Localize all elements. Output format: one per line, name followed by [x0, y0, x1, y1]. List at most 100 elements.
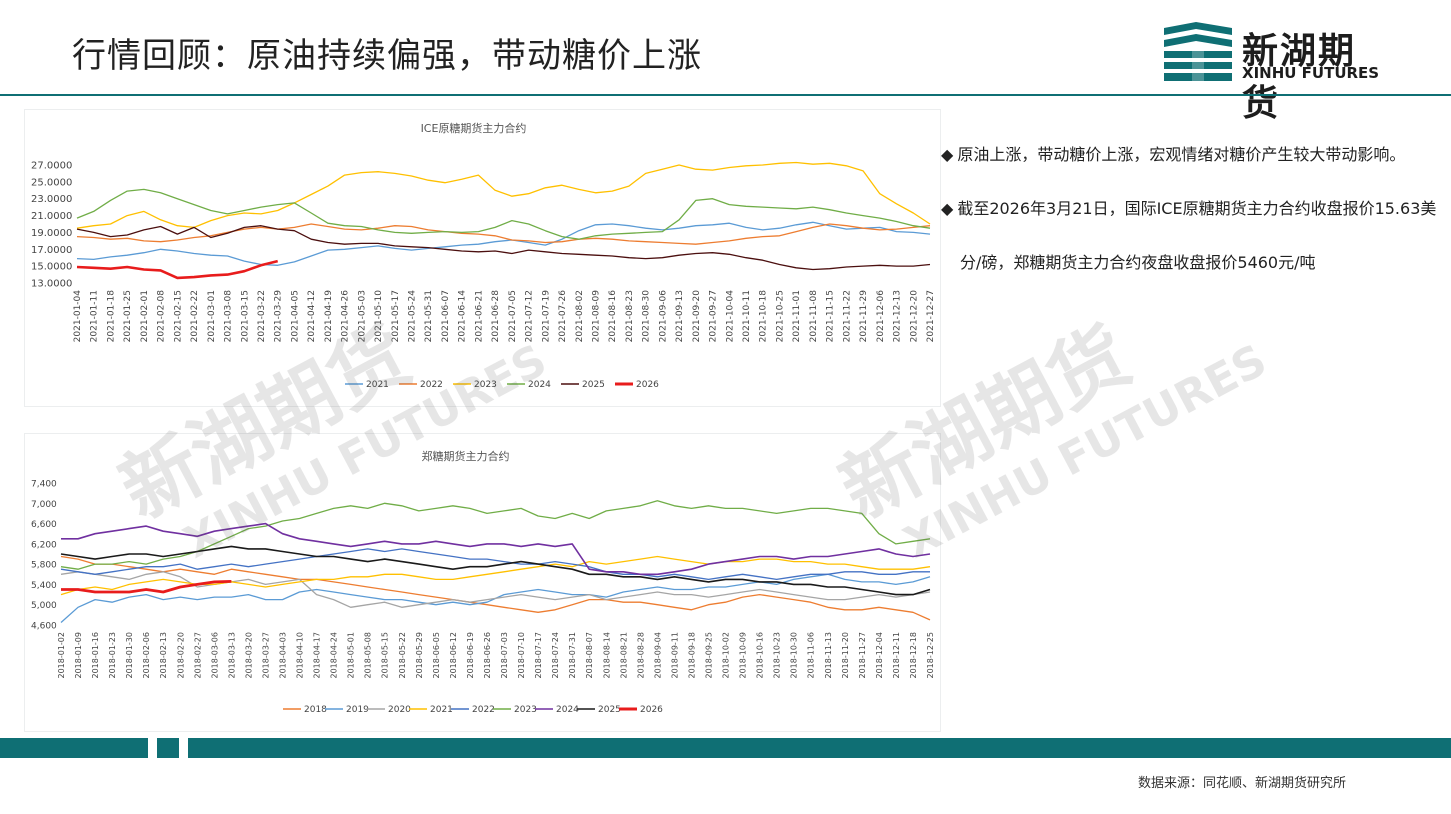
x-tick-label: 2021-01-04: [73, 290, 83, 343]
x-tick-label: 2018-08-21: [619, 632, 628, 679]
y-tick-label: 4,600: [31, 622, 57, 632]
x-tick-label: 2018-06-05: [432, 632, 441, 679]
x-tick-label: 2018-02-06: [142, 632, 151, 679]
x-tick-label: 2018-06-19: [466, 632, 475, 679]
x-tick-label: 2018-04-10: [296, 632, 305, 679]
chart-title: 郑糖期货主力合约: [422, 449, 510, 463]
x-tick-label: 2021-03-15: [240, 290, 250, 342]
commentary: ◆ 原油上涨，带动糖价上涨，宏观情绪对糖价产生较大带动影响。 ◆ 截至2026年3月…: [941, 128, 1441, 290]
header-divider: [0, 94, 1451, 96]
x-tick-label: 2018-11-20: [841, 632, 850, 679]
x-tick-label: 2018-07-10: [517, 632, 526, 679]
x-tick-label: 2018-08-07: [585, 632, 594, 679]
series-line-2023: [76, 161, 931, 229]
x-tick-label: 2018-11-13: [824, 632, 833, 679]
x-tick-label: 2018-02-13: [159, 632, 168, 679]
series-line-2022: [76, 223, 931, 245]
series-line-2026: [61, 580, 232, 594]
x-tick-label: 2018-12-25: [926, 632, 935, 679]
x-tick-label: 2021-07-26: [558, 290, 568, 343]
y-tick-label: 21.0000: [31, 211, 72, 222]
data-source: 数据来源：同花顺、新湖期货研究所: [1138, 776, 1347, 791]
x-tick-label: 2021-10-04: [725, 290, 735, 343]
legend-label: 2023: [474, 380, 497, 390]
x-tick-label: 2021-12-20: [909, 290, 919, 343]
x-tick-label: 2021-06-28: [491, 290, 501, 343]
y-tick-label: 25.0000: [31, 177, 72, 188]
x-tick-label: 2021-01-25: [123, 290, 133, 342]
x-tick-label: 2018-09-18: [687, 632, 696, 679]
x-tick-label: 2021-12-06: [876, 290, 886, 343]
x-tick-label: 2018-06-26: [483, 632, 492, 679]
x-tick-label: 2018-05-01: [347, 632, 356, 679]
x-tick-label: 2018-05-22: [398, 632, 407, 679]
x-tick-label: 2021-02-01: [140, 290, 150, 342]
x-tick-label: 2021-10-25: [775, 290, 785, 342]
bullet-text: 截至2026年3月21日，国际ICE原糖期货主力合约收盘报价15.63美分/磅，…: [957, 199, 1437, 272]
zce-sugar-chart-panel: 郑糖期货主力合约 7,400 7,000 6,600 6,200 5,800 5,400 5,…: [24, 433, 941, 732]
x-tick-label: 2018-03-20: [244, 632, 253, 679]
x-tick-label: 2021-12-27: [926, 290, 936, 342]
page-title: 行情回顾：原油持续偏强，带动糖价上涨: [72, 36, 702, 76]
x-tick-label: 2021-10-11: [742, 290, 752, 342]
bullet-text: 原油上涨，带动糖价上涨，宏观情绪对糖价产生较大带动影响。: [957, 145, 1406, 164]
x-tick-label: 2018-09-11: [670, 632, 679, 679]
x-tick-label: 2021-07-05: [508, 290, 518, 342]
legend-label: 2022: [472, 705, 495, 715]
x-tick-label: 2018-06-12: [449, 632, 458, 679]
x-tick-label: 2021-11-22: [842, 290, 852, 342]
x-tick-label: 2018-05-08: [364, 632, 373, 679]
x-tick-label: 2018-02-27: [193, 632, 202, 679]
x-tick-label: 2021-05-31: [424, 290, 434, 342]
x-tick-label: 2018-01-23: [108, 632, 117, 679]
y-tick-label: 15.0000: [31, 262, 72, 273]
legend-label: 2022: [420, 380, 443, 390]
legend-label: 2021: [430, 705, 453, 715]
legend-label: 2021: [366, 380, 389, 390]
x-tick-label: 2018-11-27: [858, 632, 867, 679]
x-tick-label: 2021-04-12: [307, 290, 317, 342]
legend-label: 2025: [598, 705, 621, 715]
x-tick-label: 2018-07-03: [500, 632, 509, 679]
x-tick-label: 2021-04-19: [324, 290, 334, 343]
x-tick-label: 2021-11-01: [792, 290, 802, 342]
x-tick-label: 2018-09-25: [704, 632, 713, 679]
x-tick-label: 2021-11-29: [859, 290, 869, 343]
x-tick-label: 2018-12-04: [875, 632, 884, 679]
x-tick-label: 2018-05-15: [381, 632, 390, 679]
x-tick-label: 2018-10-23: [773, 632, 782, 679]
ice-sugar-chart: ICE原糖期货主力合约 27.0000 25.0000 23.0000 21.0000 1…: [31, 121, 936, 390]
x-tick-label: 2021-03-29: [274, 290, 284, 343]
x-tick-label: 2021-12-13: [893, 290, 903, 342]
series-line-2022: [60, 548, 930, 581]
y-tick-label: 13.0000: [31, 279, 72, 290]
series-line-2021: [76, 221, 931, 266]
series-line-2020: [60, 571, 931, 608]
x-tick-label: 2021-01-11: [90, 290, 100, 342]
x-tick-label: 2018-10-30: [790, 632, 799, 679]
y-tick-label: 6,200: [31, 540, 57, 550]
y-tick-label: 5,800: [31, 561, 57, 571]
x-tick-label: 2021-02-15: [173, 290, 183, 342]
legend-label: 2019: [346, 705, 369, 715]
x-tick-label: 2018-04-17: [313, 632, 322, 679]
x-tick-label: 2018-01-02: [57, 632, 66, 679]
chart-title: ICE原糖期货主力合约: [421, 121, 527, 135]
x-tick-label: 2021-06-14: [458, 290, 468, 343]
x-tick-label: 2021-11-15: [826, 290, 836, 342]
x-tick-label: 2021-08-23: [625, 290, 635, 342]
y-tick-label: 5,400: [31, 581, 57, 591]
legend-label: 2026: [636, 380, 659, 390]
x-tick-label: 2018-04-24: [330, 632, 339, 679]
legend-label: 2020: [388, 705, 411, 715]
x-tick-label: 2021-09-13: [675, 290, 685, 342]
y-tick-label: 6,600: [31, 520, 57, 530]
y-tick-label: 23.0000: [31, 194, 72, 205]
company-logo: 新湖期货 XINHU FUTURES: [1162, 20, 1392, 124]
x-tick-label: 2021-06-21: [474, 290, 484, 342]
x-tick-label: 2021-06-07: [441, 290, 451, 342]
series-line-2025: [60, 545, 931, 596]
series-line-2018: [60, 555, 931, 621]
x-tick-label: 2018-12-11: [892, 632, 901, 679]
y-tick-label: 7,000: [31, 500, 57, 510]
